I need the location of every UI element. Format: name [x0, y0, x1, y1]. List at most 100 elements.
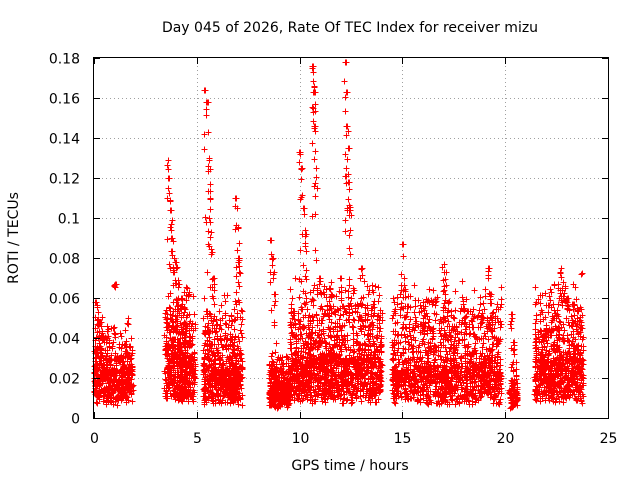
- data-point: [119, 355, 126, 362]
- data-point: [234, 310, 241, 317]
- data-point: [103, 384, 110, 391]
- data-point: [117, 359, 124, 366]
- data-point: [172, 277, 179, 284]
- data-point: [178, 373, 185, 380]
- data-point: [167, 224, 174, 231]
- data-point: [167, 375, 174, 382]
- data-point: [124, 349, 131, 356]
- data-point: [239, 358, 246, 365]
- data-point: [169, 235, 176, 242]
- data-point: [165, 363, 172, 370]
- data-point: [118, 397, 125, 404]
- data-point: [231, 306, 238, 313]
- data-point: [116, 341, 123, 348]
- data-point: [188, 393, 195, 400]
- data-point: [164, 236, 171, 243]
- data-point: [102, 347, 109, 354]
- data-point: [186, 343, 193, 350]
- data-point: [120, 363, 127, 370]
- data-point: [99, 364, 106, 371]
- data-point: [184, 285, 191, 292]
- data-point: [105, 394, 112, 401]
- data-point: [93, 358, 100, 365]
- data-point: [102, 355, 109, 362]
- data-point: [185, 386, 192, 393]
- data-point: [110, 339, 117, 346]
- data-point: [169, 323, 176, 330]
- data-point: [93, 299, 100, 306]
- data-point: [117, 389, 124, 396]
- data-point: [166, 190, 173, 197]
- data-point: [108, 352, 115, 359]
- data-point: [205, 320, 212, 327]
- data-point: [99, 380, 106, 387]
- data-point: [117, 330, 124, 337]
- data-point: [122, 327, 129, 334]
- data-point: [129, 347, 136, 354]
- data-point: [108, 377, 115, 384]
- data-point: [228, 312, 235, 319]
- data-point: [183, 297, 190, 304]
- data-point: [123, 344, 130, 351]
- data-point: [124, 320, 131, 327]
- data-point: [114, 354, 121, 361]
- data-point: [102, 389, 109, 396]
- data-point: [180, 392, 187, 399]
- data-point: [91, 363, 98, 370]
- data-point: [163, 307, 170, 314]
- data-point: [113, 362, 120, 369]
- data-point: [189, 320, 196, 327]
- data-point: [224, 292, 231, 299]
- data-point: [98, 345, 105, 352]
- data-point: [165, 157, 172, 164]
- data-point: [163, 385, 170, 392]
- data-point: [123, 338, 130, 345]
- data-point: [128, 335, 135, 342]
- data-point: [94, 344, 101, 351]
- data-point: [125, 315, 132, 322]
- data-point: [126, 372, 133, 379]
- data-point: [168, 357, 175, 364]
- data-point: [103, 401, 110, 408]
- data-point: [237, 327, 244, 334]
- data-point: [126, 361, 133, 368]
- data-point: [166, 175, 173, 182]
- data-point: [110, 401, 117, 408]
- data-point: [107, 362, 114, 369]
- data-point: [222, 310, 229, 317]
- data-point: [120, 380, 127, 387]
- data-point: [108, 386, 115, 393]
- data-point: [184, 364, 191, 371]
- data-point: [174, 394, 181, 401]
- data-point: [174, 303, 181, 310]
- data-point: [122, 371, 129, 378]
- data-point: [97, 319, 104, 326]
- data-point: [112, 281, 119, 288]
- data-point: [164, 370, 171, 377]
- data-point: [182, 349, 189, 356]
- data-point: [171, 380, 178, 387]
- data-point: [188, 353, 195, 360]
- data-point: [119, 376, 126, 383]
- data-point: [186, 381, 193, 388]
- data-point: [186, 311, 193, 318]
- data-point: [167, 390, 174, 397]
- data-point: [165, 293, 172, 300]
- data-point: [94, 329, 101, 336]
- data-point: [236, 338, 243, 345]
- data-point: [189, 335, 196, 342]
- data-point: [108, 325, 115, 332]
- data-point: [165, 185, 172, 192]
- data-point: [100, 361, 107, 368]
- data-point: [174, 264, 181, 271]
- data-point: [167, 197, 174, 204]
- data-point: [99, 314, 106, 321]
- data-point: [168, 221, 175, 228]
- data-point: [95, 309, 102, 316]
- data-point: [118, 333, 125, 340]
- data-point: [168, 227, 175, 234]
- data-point: [162, 314, 169, 321]
- data-point: [118, 345, 125, 352]
- data-point: [113, 395, 120, 402]
- data-point: [175, 369, 182, 376]
